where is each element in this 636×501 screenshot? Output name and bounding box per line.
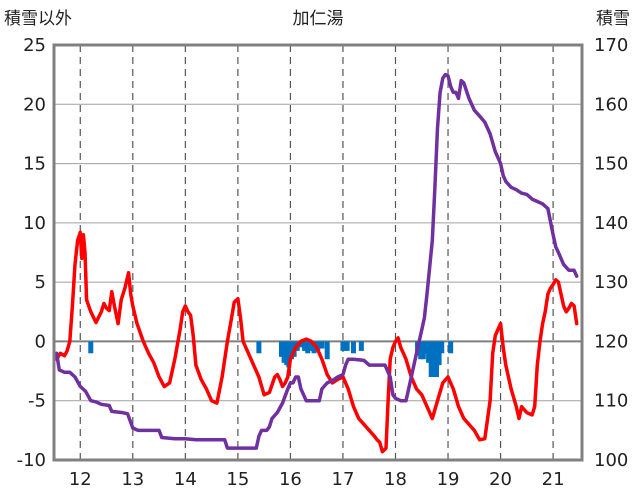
x-tick-label: 13 bbox=[121, 469, 144, 490]
snow-depth-line bbox=[54, 72, 579, 450]
precip-bar-22 bbox=[418, 341, 424, 360]
right-tick-label: 150 bbox=[594, 154, 628, 175]
left-tick-label: 5 bbox=[35, 272, 46, 293]
temperature-line bbox=[54, 230, 579, 454]
x-tick-label: 19 bbox=[437, 469, 460, 490]
precip-bar-18 bbox=[344, 341, 350, 351]
precip-bar-13 bbox=[311, 341, 317, 354]
precip-bar-29 bbox=[436, 341, 442, 366]
x-tick-label: 16 bbox=[279, 469, 302, 490]
precip-bar-19 bbox=[350, 341, 356, 354]
precip-bar-0 bbox=[88, 341, 94, 354]
x-tick-label: 18 bbox=[384, 469, 407, 490]
precip-bar-1 bbox=[256, 341, 262, 354]
precip-bar-9 bbox=[298, 341, 304, 348]
right-tick-label: 120 bbox=[594, 331, 628, 352]
x-tick-label: 15 bbox=[226, 469, 249, 490]
left-tick-label: 0 bbox=[35, 331, 46, 352]
right-tick-label: 140 bbox=[594, 213, 628, 234]
x-tick-label: 21 bbox=[542, 469, 565, 490]
precip-bar-11 bbox=[305, 341, 311, 354]
vertical-gridlines bbox=[79, 45, 554, 460]
precip-bar-20 bbox=[358, 341, 364, 351]
right-tick-label: 160 bbox=[594, 94, 628, 115]
right-axis-label: 積雪 bbox=[596, 9, 630, 29]
precip-bar-15 bbox=[319, 341, 325, 349]
precip-bar-10 bbox=[302, 341, 308, 351]
left-tick-label: -5 bbox=[28, 391, 46, 412]
precipitation-bars bbox=[88, 341, 454, 377]
left-tick-label: 10 bbox=[23, 213, 46, 234]
x-tick-label: 17 bbox=[332, 469, 355, 490]
precip-bar-16 bbox=[324, 341, 330, 360]
right-tick-label: 170 bbox=[594, 35, 628, 56]
chart-title: 加仁湯 bbox=[293, 9, 344, 29]
x-tick-label: 14 bbox=[174, 469, 197, 490]
left-tick-label: 20 bbox=[23, 94, 46, 115]
left-tick-label: 15 bbox=[23, 154, 46, 175]
precip-bar-28 bbox=[433, 341, 439, 377]
x-tick-label: 20 bbox=[489, 469, 512, 490]
precip-bar-32 bbox=[424, 341, 430, 351]
precip-bar-12 bbox=[307, 341, 313, 351]
precip-bar-27 bbox=[431, 341, 437, 377]
left-tick-label: -10 bbox=[17, 450, 46, 471]
precip-bar-5 bbox=[286, 341, 292, 368]
x-tick-label: 12 bbox=[69, 469, 92, 490]
precip-bar-26 bbox=[428, 341, 434, 377]
precip-bar-2 bbox=[278, 341, 284, 357]
series-lines bbox=[54, 72, 579, 454]
precip-bar-31 bbox=[448, 341, 454, 354]
left-axis-ticks: -10 -5 0 5 10 15 20 25 bbox=[17, 35, 46, 471]
right-tick-label: 100 bbox=[594, 450, 628, 471]
precip-bar-30 bbox=[439, 341, 445, 354]
precip-bar-3 bbox=[281, 341, 287, 363]
right-tick-label: 130 bbox=[594, 272, 628, 293]
plot-frame bbox=[52, 43, 584, 462]
right-axis-ticks: 100 110 120 130 140 150 160 170 bbox=[594, 35, 628, 471]
precip-bar-25 bbox=[426, 341, 432, 363]
left-axis-label: 積雪以外 bbox=[4, 9, 72, 29]
precip-bar-17 bbox=[340, 341, 346, 351]
right-tick-label: 110 bbox=[594, 391, 628, 412]
precip-bar-6 bbox=[288, 341, 294, 360]
left-tick-label: 25 bbox=[23, 35, 46, 56]
precip-bar-23 bbox=[420, 341, 426, 360]
x-axis-ticks: 12 13 14 15 16 17 18 19 20 21 bbox=[69, 469, 565, 490]
